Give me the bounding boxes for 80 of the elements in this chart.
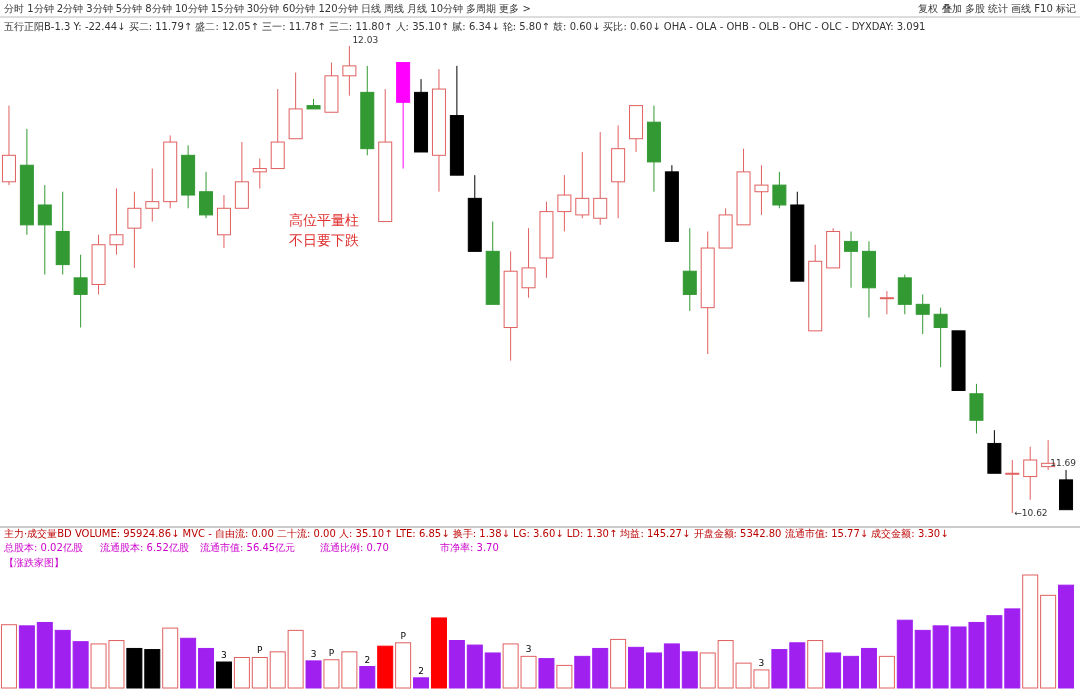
- candlestick: [879, 290, 894, 315]
- bar: [878, 655, 895, 689]
- candlestick: [844, 230, 859, 289]
- text: 12.03: [352, 35, 379, 45]
- bar: [592, 647, 609, 689]
- annotation: 不日要下跌: [289, 232, 359, 248]
- bar: [843, 655, 860, 689]
- bar: [215, 661, 232, 689]
- annotation: 2: [364, 654, 371, 665]
- bar: [1040, 594, 1057, 689]
- candlestick: [199, 171, 214, 219]
- bar: [251, 656, 268, 689]
- annotation: 3: [221, 650, 227, 661]
- candlestick: [557, 174, 572, 232]
- bar: [36, 621, 53, 689]
- bar: [466, 644, 483, 689]
- bar: [395, 642, 412, 689]
- bar: [430, 617, 447, 689]
- annotation: 11.69: [1050, 458, 1077, 468]
- candlestick: [933, 307, 948, 368]
- bar: [825, 652, 842, 689]
- annotation: 3: [525, 644, 532, 655]
- bar: [162, 627, 179, 689]
- bar: [0, 624, 17, 689]
- annotation: 3: [310, 648, 317, 659]
- annotation: P: [328, 647, 335, 658]
- bar: [1058, 584, 1075, 689]
- bar: [538, 658, 555, 689]
- bar: [663, 643, 680, 689]
- bar: [377, 645, 394, 689]
- annotation: 3: [758, 657, 765, 668]
- bar: [18, 625, 35, 689]
- candlestick: [593, 131, 608, 226]
- bar: [681, 651, 698, 689]
- candlestick: [342, 45, 357, 97]
- text: 流通市值: 56.45亿元: [200, 542, 296, 553]
- candlestick: [575, 151, 590, 219]
- bar: [556, 664, 573, 689]
- candlestick: [1023, 446, 1038, 501]
- text: 总股本: 0.02亿股: [3, 542, 83, 553]
- candlestick: [37, 184, 52, 276]
- candlestick: [754, 164, 769, 216]
- candlestick: [915, 293, 930, 335]
- text: 流通比例: 0.70: [320, 542, 389, 553]
- bar: [807, 640, 824, 689]
- annotation: 2: [418, 665, 424, 676]
- bar: [484, 652, 501, 689]
- bar: [198, 647, 215, 689]
- bar: [628, 646, 645, 689]
- candlestick: [252, 158, 267, 189]
- candlestick: [772, 171, 787, 209]
- text: 【涨跌家图】: [4, 557, 64, 568]
- chart-title: 五行正阳B-1.3 Y: -22.44↓ 买二: 11.79↑ 盛二: 12.05↑ 三一: 11.78↑ 三二: 11.80↑ 人: 35.10↑ 腻: 6.34↓ 轮: 5.80↑ 鼓: 0.60↓ 买比: 0.60↓ OHA - OLA - OHB - OLB - OHC - OLC - DYXDAY: 3.091: [4, 21, 926, 32]
- bar: [305, 660, 322, 689]
- bar: [610, 638, 627, 689]
- text: 市净率: 3.70: [440, 542, 499, 553]
- bar: [233, 656, 250, 689]
- chart-title: 主力·成交量BD VOLUME: 95924.86↓ MVC - 自由流: 0.00 二十流: 0.00 人: 35.10↑ LTE: 6.85↓ 换手: 1.38↓ LG: 3.60↓ LD: 1.30↑ 均益: 145.27↓ 开盘金额: 5342.80 流通市值: 15.77↓ 成交金额: 3.30↓: [4, 528, 949, 539]
- text: 复权 叠加 多股 统计 画线 F10 标记: [918, 3, 1076, 14]
- annotation: ←10.62: [1014, 508, 1048, 518]
- candlestick: [682, 227, 697, 312]
- candlestick: [109, 187, 124, 256]
- bar: [574, 655, 591, 689]
- candlestick: [145, 168, 160, 223]
- text: 分时 1分钟 2分钟 3分钟 5分钟 8分钟 10分钟 15分钟 30分钟 60分钟 120分钟 日线 周线 月线 10分钟 多周期 更多 >: [4, 3, 531, 14]
- bar: [896, 619, 913, 689]
- bar: [1022, 574, 1039, 689]
- bar: [413, 677, 430, 689]
- annotation: 高位平量柱: [289, 212, 359, 228]
- candlestick: [127, 191, 142, 269]
- bar: [448, 640, 465, 689]
- bar: [645, 652, 662, 689]
- candlestick: [73, 254, 88, 329]
- annotation: P: [257, 645, 264, 656]
- candlestick: [521, 227, 536, 299]
- annotation: P: [400, 630, 407, 641]
- text: 流通股本: 6.52亿股: [100, 542, 189, 553]
- bar: [180, 637, 197, 689]
- bar: [359, 666, 376, 689]
- bar: [860, 647, 877, 689]
